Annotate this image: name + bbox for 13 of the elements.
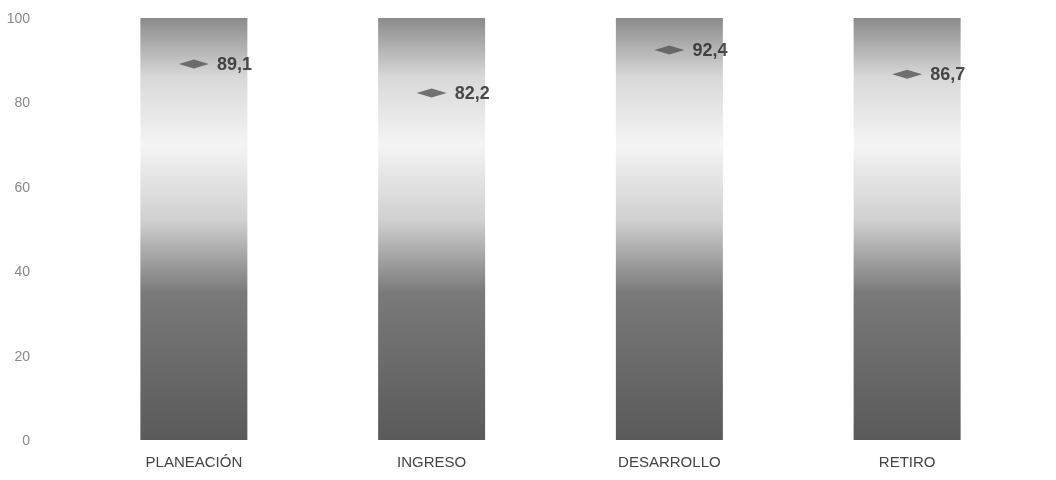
y-tick-label: 60 (14, 178, 31, 195)
y-tick-label: 80 (14, 94, 31, 111)
x-tick-label: INGRESO (397, 453, 467, 470)
x-tick-label: RETIRO (878, 453, 936, 470)
data-label: 86,7 (930, 64, 966, 85)
y-tick-label: 40 (14, 263, 31, 280)
x-tick-label: DESARROLLO (618, 453, 721, 470)
y-tick-label: 20 (14, 347, 31, 364)
x-tick-label: PLANEACIÓN (145, 453, 243, 470)
y-tick-label: 0 (22, 432, 31, 448)
y-tick-label: 100 (6, 10, 31, 26)
data-label: 89,1 (216, 54, 252, 74)
data-label: 82,2 (454, 83, 490, 104)
